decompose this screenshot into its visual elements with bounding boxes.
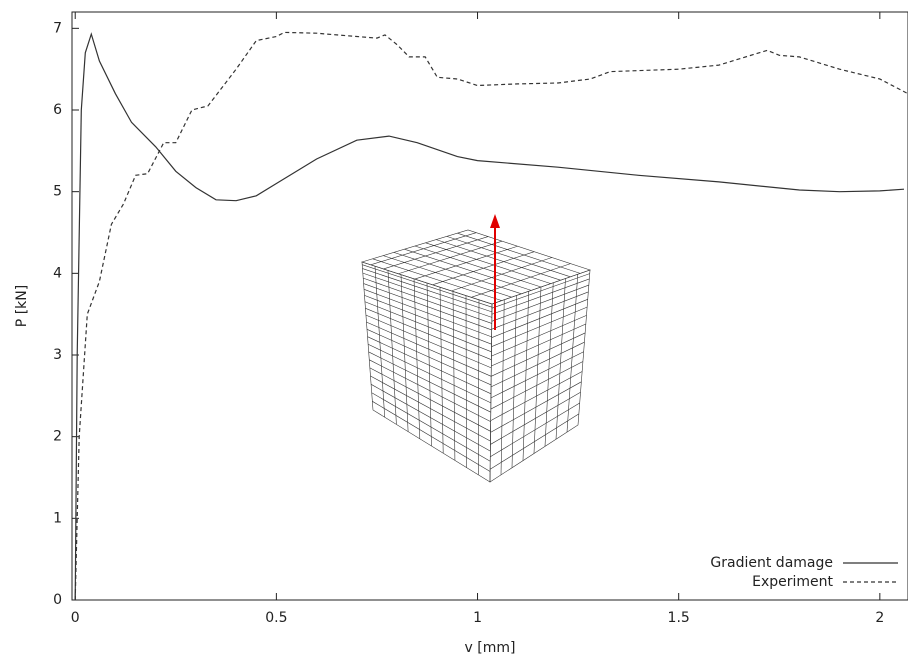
mesh-line (368, 337, 491, 394)
mesh-line (394, 252, 522, 293)
mesh-face (362, 230, 590, 304)
y-tick-label: 1 (53, 510, 62, 526)
mesh-line (404, 249, 531, 290)
mesh-line (436, 240, 560, 281)
mesh-line (370, 368, 491, 431)
mesh-line (383, 256, 511, 298)
x-tick-label: 0.5 (265, 610, 287, 626)
mesh-line (388, 270, 396, 424)
mesh-line (426, 243, 551, 284)
y-tick-label: 6 (53, 102, 62, 118)
y-tick-label: 3 (53, 347, 62, 363)
legend-label: Gradient damage (710, 555, 833, 571)
mesh-line (371, 233, 476, 265)
x-axis-label: v [mm] (465, 640, 516, 656)
legend-label: Experiment (752, 574, 833, 590)
mesh-line (471, 264, 570, 298)
x-tick-label: 1 (473, 610, 482, 626)
mesh-face (490, 270, 590, 482)
mesh-line (466, 296, 467, 468)
mesh-line (478, 300, 479, 475)
mesh-line (447, 236, 571, 276)
mesh-line (367, 329, 491, 385)
mesh-line (490, 403, 579, 457)
mesh-line (492, 292, 589, 329)
mesh-line (369, 360, 490, 422)
mesh-line (373, 259, 502, 301)
mesh-line (370, 376, 490, 441)
chart: v [mm] P [kN] 0 0.5 1 1.5 2 0 1 2 3 4 5 6 7 Gradient … (0, 0, 908, 657)
data-line (75, 34, 904, 600)
mesh-line (369, 352, 491, 412)
mesh-line (383, 237, 488, 269)
mesh-line (492, 307, 588, 347)
y-axis-label: P [kN] (14, 285, 30, 327)
y-tick-label: 2 (53, 429, 62, 445)
force-arrowhead (490, 214, 500, 228)
mesh-line (457, 233, 580, 273)
y-tick-label: 0 (53, 592, 62, 608)
mesh-line (490, 414, 579, 469)
x-tick-label: 2 (875, 610, 884, 626)
mesh-line (491, 315, 586, 356)
plot-frame (72, 12, 908, 600)
mesh-line (492, 279, 589, 314)
y-tick-label: 4 (53, 265, 62, 281)
mesh-line (364, 289, 492, 337)
mesh-inset (362, 230, 590, 482)
x-tick-label: 1.5 (668, 610, 690, 626)
y-tick-label: 7 (53, 20, 62, 36)
x-tick-label: 0 (71, 610, 80, 626)
mesh-line (492, 299, 588, 337)
mesh-line (415, 246, 541, 287)
y-tick-label: 5 (53, 184, 62, 200)
mesh-line (372, 401, 490, 471)
mesh-line (368, 344, 491, 403)
mesh-line (490, 392, 580, 444)
mesh-line (363, 273, 492, 317)
mesh-line (375, 266, 385, 417)
